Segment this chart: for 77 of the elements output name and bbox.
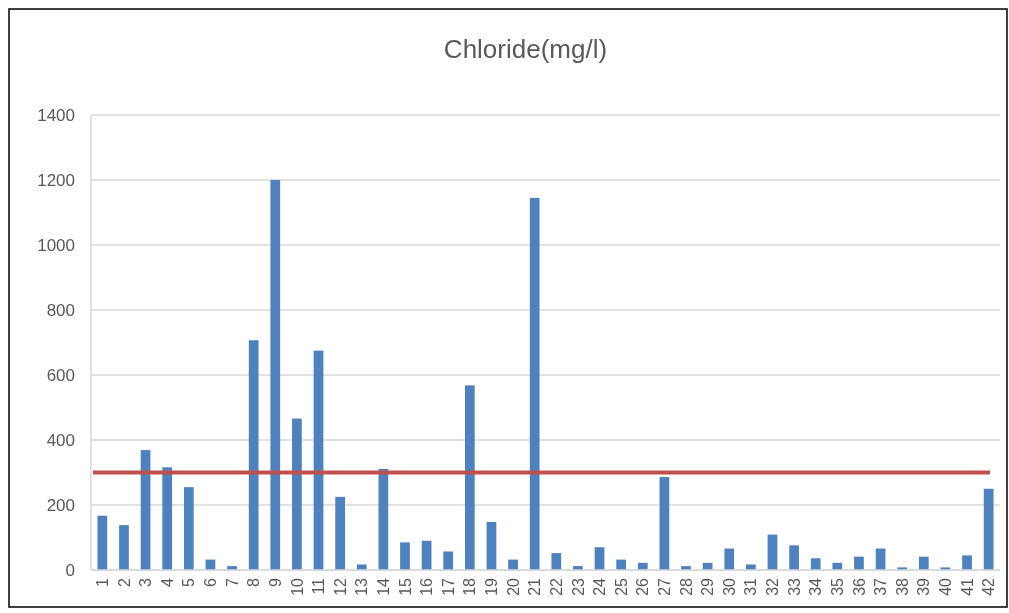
bar bbox=[854, 556, 864, 570]
x-tick-label: 7 bbox=[223, 577, 241, 587]
bar bbox=[551, 553, 562, 570]
x-tick-label: 27 bbox=[655, 577, 673, 596]
bar bbox=[659, 477, 670, 570]
x-tick-label: 37 bbox=[872, 577, 890, 596]
bar bbox=[464, 385, 475, 570]
x-tick-label: 17 bbox=[439, 577, 457, 596]
bar bbox=[724, 548, 735, 570]
y-tick-label: 400 bbox=[46, 430, 75, 450]
x-tick-label: 14 bbox=[374, 577, 392, 596]
bar bbox=[983, 488, 994, 570]
x-tick-label: 16 bbox=[418, 577, 436, 596]
x-tick-label: 18 bbox=[461, 577, 479, 596]
x-tick-label: 26 bbox=[634, 577, 652, 596]
bar bbox=[292, 418, 302, 570]
x-tick-label: 28 bbox=[677, 577, 695, 596]
x-tick-label: 36 bbox=[850, 577, 868, 596]
bar bbox=[183, 487, 194, 570]
y-tick-label: 1200 bbox=[37, 170, 75, 190]
x-tick-label: 4 bbox=[158, 577, 176, 587]
y-tick-label: 200 bbox=[46, 495, 75, 515]
x-tick-label: 30 bbox=[720, 577, 738, 596]
bar bbox=[356, 564, 367, 570]
x-tick-label: 42 bbox=[980, 577, 998, 596]
bar bbox=[529, 197, 540, 570]
bar bbox=[313, 350, 324, 570]
bar bbox=[594, 547, 605, 570]
x-tick-label: 8 bbox=[245, 577, 263, 587]
x-tick-label: 32 bbox=[764, 577, 782, 596]
bar bbox=[335, 496, 345, 570]
y-tick-label: 800 bbox=[46, 300, 75, 320]
x-tick-label: 3 bbox=[137, 577, 155, 587]
x-tick-label: 39 bbox=[915, 577, 933, 596]
x-tick-label: 11 bbox=[310, 577, 328, 595]
bar bbox=[248, 340, 259, 570]
y-tick-label: 0 bbox=[65, 560, 75, 580]
x-tick-label: 22 bbox=[547, 577, 565, 596]
x-tick-label: 6 bbox=[202, 577, 220, 587]
bar bbox=[400, 542, 410, 570]
y-tick-label: 1400 bbox=[37, 105, 75, 125]
x-tick-label: 38 bbox=[893, 577, 911, 596]
x-tick-label: 10 bbox=[288, 577, 306, 596]
x-tick-label: 23 bbox=[569, 577, 587, 596]
x-tick-label: 19 bbox=[483, 577, 501, 596]
bar bbox=[486, 521, 497, 570]
y-tick-label: 1000 bbox=[37, 235, 75, 255]
x-tick-label: 21 bbox=[526, 577, 544, 596]
x-tick-label: 31 bbox=[742, 577, 760, 596]
x-tick-label: 13 bbox=[353, 577, 371, 596]
bar bbox=[962, 555, 972, 570]
bar bbox=[162, 467, 173, 570]
bar bbox=[97, 515, 108, 570]
chart-title: Chloride(mg/l) bbox=[443, 34, 608, 64]
x-tick-label: 40 bbox=[937, 577, 955, 596]
x-tick-label: 41 bbox=[958, 577, 976, 596]
x-tick-label: 29 bbox=[699, 577, 717, 596]
bar bbox=[443, 551, 454, 570]
bar bbox=[810, 558, 821, 570]
x-tick-label: 24 bbox=[591, 577, 609, 596]
bar bbox=[119, 525, 129, 570]
x-tick-label: 9 bbox=[266, 577, 284, 587]
x-tick-label: 2 bbox=[115, 577, 133, 587]
x-tick-label: 33 bbox=[785, 577, 803, 596]
bar bbox=[918, 556, 929, 570]
x-tick-label: 5 bbox=[180, 577, 198, 587]
x-tick-label: 34 bbox=[807, 577, 825, 596]
x-tick-label: 15 bbox=[396, 577, 414, 596]
x-tick-label: 35 bbox=[828, 577, 846, 596]
x-tick-label: 12 bbox=[331, 577, 349, 596]
bar bbox=[270, 180, 281, 570]
x-tick-label: 20 bbox=[504, 577, 522, 596]
bar bbox=[746, 564, 756, 570]
bar bbox=[789, 545, 799, 570]
x-tick-label: 1 bbox=[93, 577, 111, 587]
y-tick-label: 600 bbox=[46, 365, 75, 385]
x-tick-label: 25 bbox=[612, 577, 630, 596]
